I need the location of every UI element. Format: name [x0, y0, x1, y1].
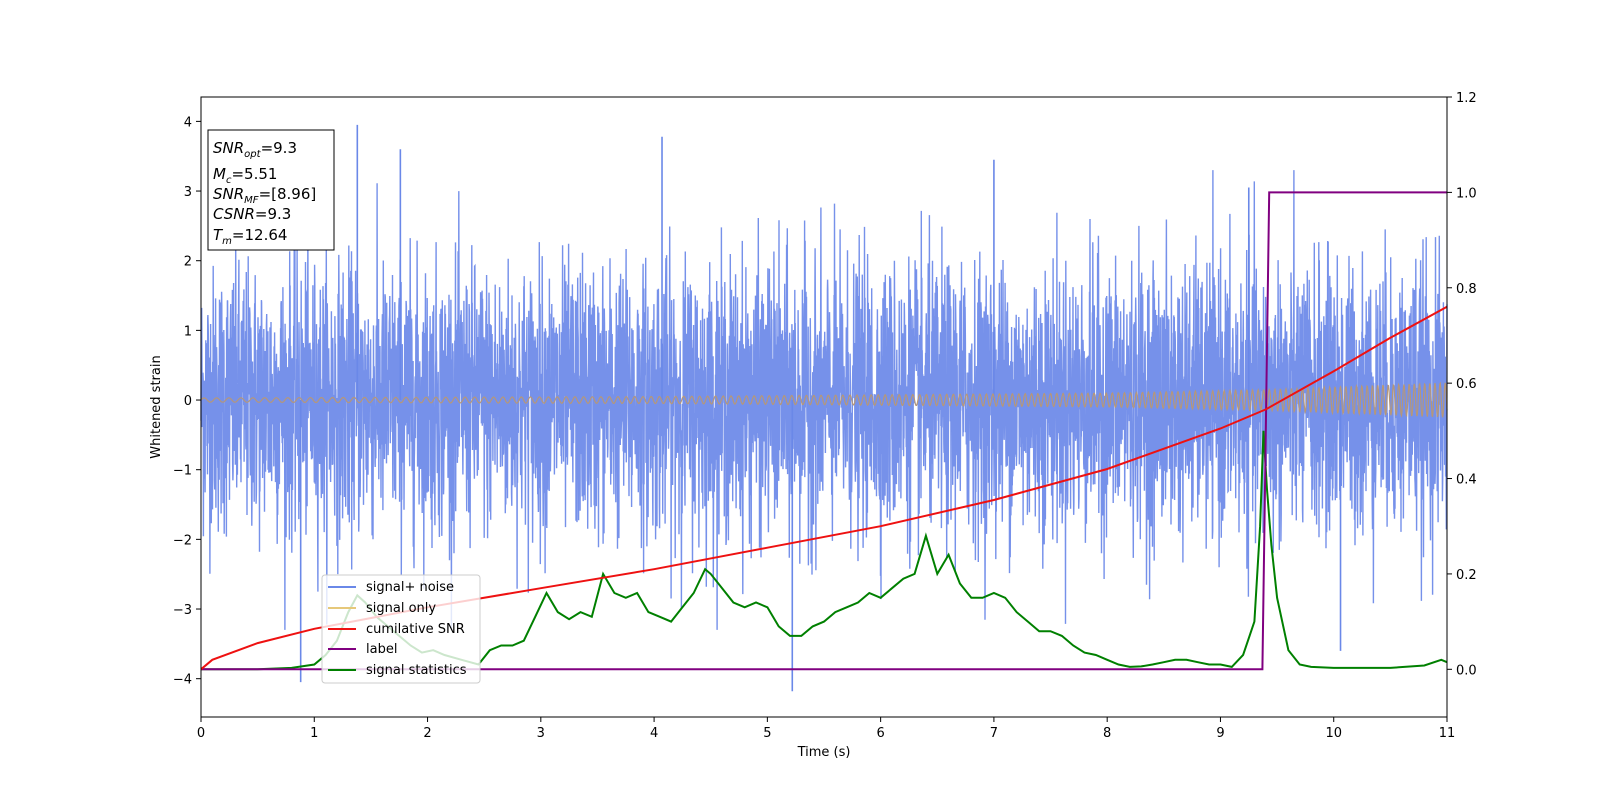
cumulative-snr-line: [200, 305, 1448, 671]
right-y-axis-ticks: 1.2 1.0 0.8 0.6 0.4 0.2 0.0: [1447, 91, 1477, 678]
right-y-tick-label: 0.8: [1456, 282, 1477, 297]
legend-label-signal-statistics: signal statistics: [366, 663, 467, 678]
left-y-tick-label: 1: [184, 324, 192, 339]
x-tick-label: 11: [1439, 726, 1456, 741]
right-y-tick-label: 0.4: [1456, 473, 1477, 488]
x-tick-label: 3: [537, 726, 545, 741]
label-line: [201, 191, 1447, 671]
right-y-tick-label: 1.0: [1456, 186, 1477, 201]
legend-frame: [321, 574, 481, 684]
x-tick-label: 5: [763, 726, 771, 741]
x-axis-ticks: 0 1 2 3 4 5 6 7 8 9 10 11: [197, 717, 1455, 741]
legend-label-label: label: [366, 642, 397, 657]
x-tick-label: 8: [1103, 726, 1111, 741]
legend: signal+ noise signal only cumilative SNR…: [321, 574, 481, 684]
annotation-chirp-mass: Mc=5.51: [213, 165, 277, 186]
legend-label-signal-noise: signal+ noise: [366, 580, 454, 595]
right-y-tick-label: 1.2: [1456, 91, 1477, 106]
x-tick-label: 1: [310, 726, 318, 741]
x-tick-label: 0: [197, 726, 205, 741]
x-tick-label: 4: [650, 726, 658, 741]
left-y-tick-label: 4: [184, 115, 192, 130]
left-y-tick-label: 0: [184, 394, 192, 409]
left-y-tick-label: 3: [184, 185, 192, 200]
x-tick-label: 6: [876, 726, 884, 741]
left-y-axis-label: Whitened strain: [149, 355, 164, 458]
x-tick-label: 9: [1216, 726, 1224, 741]
legend-label-signal-only: signal only: [366, 601, 436, 616]
right-y-tick-label: 0.6: [1456, 377, 1477, 392]
annotation-frame: [207, 129, 335, 251]
plot-frame: [200, 96, 1448, 718]
signal-only-series: [200, 381, 1448, 418]
left-y-tick-label: −3: [173, 603, 192, 618]
left-y-tick-label: 2: [184, 255, 192, 270]
right-y-tick-label: 0.2: [1456, 568, 1477, 583]
legend-label-cumulative-snr: cumilative SNR: [366, 622, 465, 637]
x-tick-label: 7: [990, 726, 998, 741]
left-y-tick-label: −1: [173, 464, 192, 479]
annotation-snr-opt: SNRopt=9.3: [213, 139, 297, 160]
right-y-tick-label: 0.0: [1456, 663, 1477, 678]
x-axis-label: Time (s): [797, 745, 851, 760]
left-y-axis-ticks: 4 3 2 1 0 −1 −2 −3 −4: [173, 115, 201, 688]
x-tick-label: 10: [1325, 726, 1342, 741]
snr-annotation-box: SNRopt=9.3 Mc=5.51 SNRMF=[8.96] CSNR=9.3…: [207, 129, 335, 251]
annotation-snr-mf: SNRMF=[8.96]: [213, 185, 316, 206]
left-y-tick-label: −2: [173, 533, 192, 548]
annotation-csnr: CSNR=9.3: [213, 205, 291, 223]
x-tick-label: 2: [423, 726, 431, 741]
annotation-merger-time: Tm=12.64: [213, 226, 287, 247]
left-y-tick-label: −4: [173, 673, 192, 688]
signal-only-line: [200, 381, 1448, 418]
